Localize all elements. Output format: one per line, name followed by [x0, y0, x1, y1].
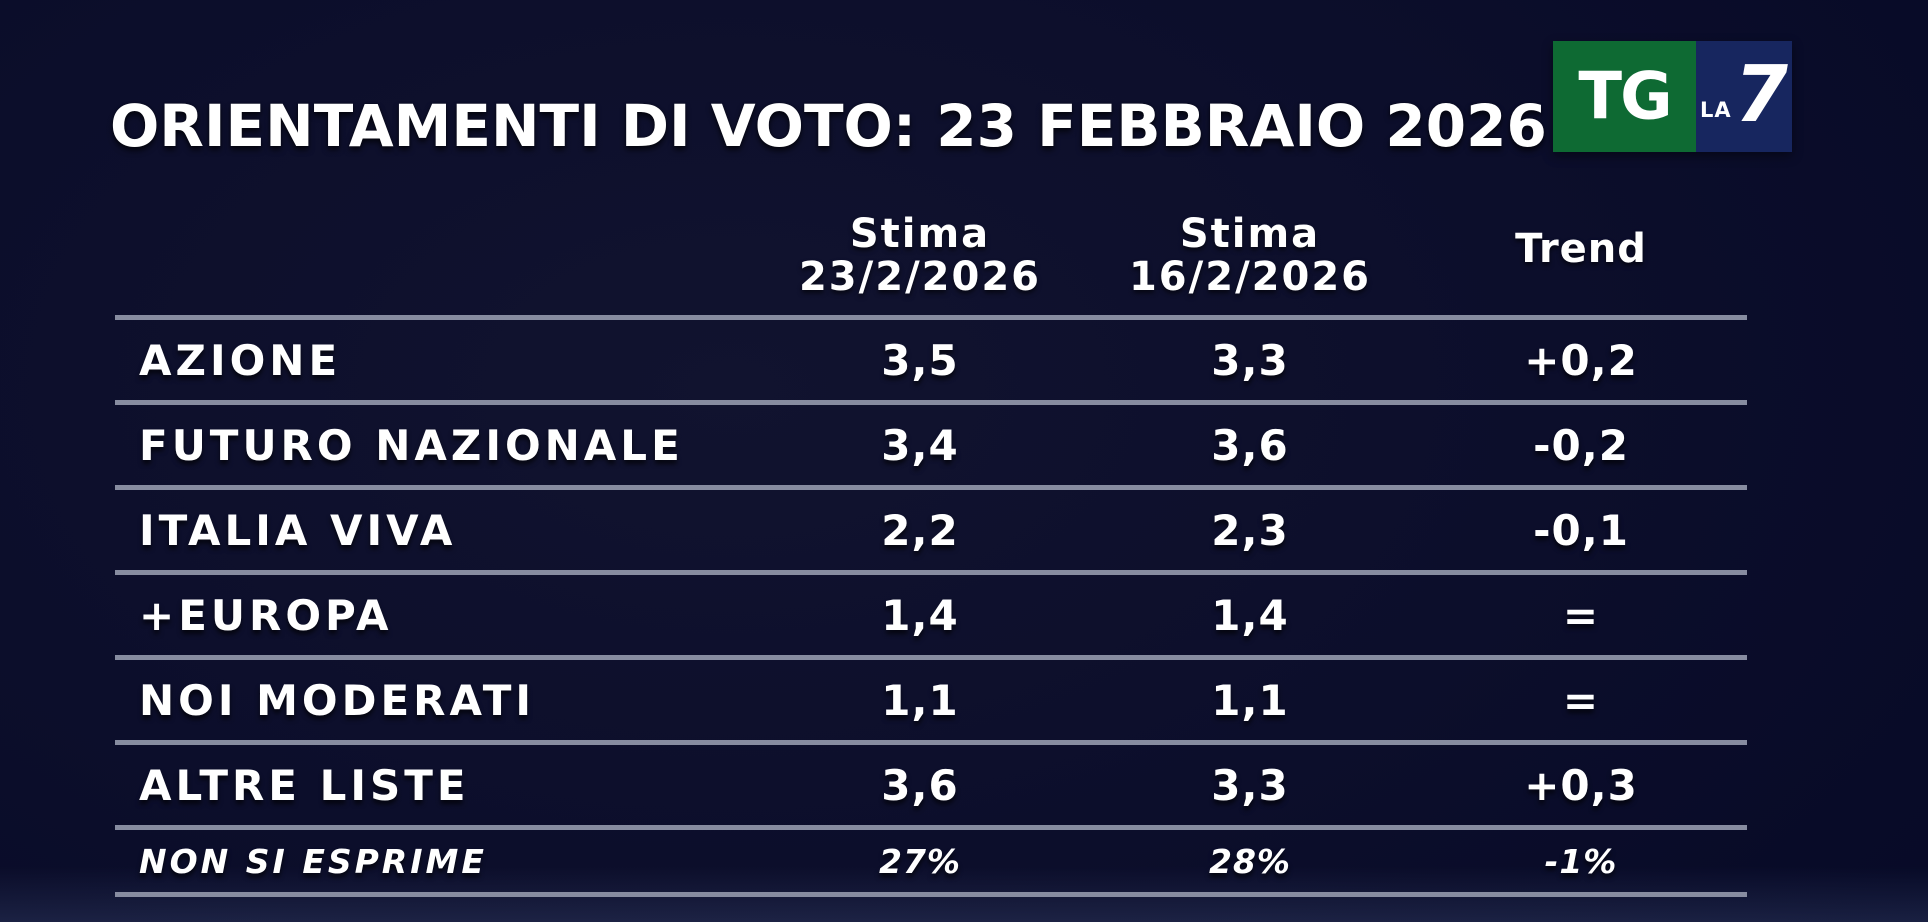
table-row-noi-moderati: NOI MODERATI 1,1 1,1 = — [115, 655, 1747, 740]
trend-value: = — [1562, 675, 1600, 725]
trend-value: -1% — [1544, 841, 1618, 881]
table-row-italia-viva: ITALIA VIVA 2,2 2,3 -0,1 — [115, 485, 1747, 570]
party-name: +EUROPA — [139, 590, 393, 640]
page-title: ORIENTAMENTI DI VOTO: 23 FEBBRAIO 2026 — [110, 92, 1547, 160]
stima-previous-value: 3,3 — [1211, 335, 1289, 385]
stima-previous-value: 1,1 — [1211, 675, 1289, 725]
party-name: ALTRE LISTE — [139, 760, 470, 810]
tg-logo-green-box: TG — [1553, 41, 1696, 152]
stima-previous-value: 2,3 — [1211, 505, 1289, 555]
table-row-altre-liste: ALTRE LISTE 3,6 3,3 +0,3 — [115, 740, 1747, 825]
poll-table: Stima 23/2/2026 Stima 16/2/2026 Trend AZ… — [115, 175, 1747, 897]
trend-value: -0,2 — [1533, 420, 1629, 470]
stima-previous-value: 1,4 — [1211, 590, 1289, 640]
la7-logo-blue-box: LA 7 — [1696, 41, 1797, 152]
stima-current-value: 3,4 — [881, 420, 959, 470]
stima-current-value: 3,5 — [881, 335, 959, 385]
party-name: AZIONE — [139, 335, 342, 385]
table-row-azione: AZIONE 3,5 3,3 +0,2 — [115, 315, 1747, 400]
stima-current-value: 1,4 — [881, 590, 959, 640]
stima-previous-value: 3,3 — [1211, 760, 1289, 810]
la7-logo-seven: 7 — [1726, 49, 1797, 140]
party-name: FUTURO NAZIONALE — [139, 420, 684, 470]
header-stima-current-label: Stima — [849, 210, 991, 257]
table-row-non-si-esprime: NON SI ESPRIME 27% 28% -1% — [115, 825, 1747, 897]
stima-current-value: 2,2 — [881, 505, 959, 555]
stima-previous-value: 3,6 — [1211, 420, 1289, 470]
table-header-row: Stima 23/2/2026 Stima 16/2/2026 Trend — [115, 175, 1747, 315]
table-row-futuro-nazionale: FUTURO NAZIONALE 3,4 3,6 -0,2 — [115, 400, 1747, 485]
stima-previous-value: 28% — [1209, 841, 1291, 881]
header-stima-current-date: 23/2/2026 — [798, 253, 1042, 300]
trend-value: -0,1 — [1533, 505, 1629, 555]
party-name: NOI MODERATI — [139, 675, 536, 725]
table-row-piu-europa: +EUROPA 1,4 1,4 = — [115, 570, 1747, 655]
trend-value: +0,3 — [1524, 760, 1638, 810]
header-stima-previous-date: 16/2/2026 — [1128, 253, 1372, 300]
trend-value: = — [1562, 590, 1600, 640]
party-name: NON SI ESPRIME — [139, 841, 487, 881]
stima-current-value: 3,6 — [881, 760, 959, 810]
header-stima-current: Stima 23/2/2026 — [755, 210, 1085, 315]
tg-la7-logo: TG LA 7 — [1553, 41, 1797, 152]
stima-current-value: 27% — [879, 841, 961, 881]
header-stima-previous-label: Stima — [1179, 210, 1321, 257]
trend-value: +0,2 — [1524, 335, 1638, 385]
header-trend: Trend — [1515, 225, 1647, 272]
party-name: ITALIA VIVA — [139, 505, 457, 555]
header-stima-previous: Stima 16/2/2026 — [1085, 210, 1415, 315]
tg-logo-text: TG — [1578, 58, 1672, 135]
stima-current-value: 1,1 — [881, 675, 959, 725]
la7-logo-la-text: LA — [1700, 97, 1732, 122]
